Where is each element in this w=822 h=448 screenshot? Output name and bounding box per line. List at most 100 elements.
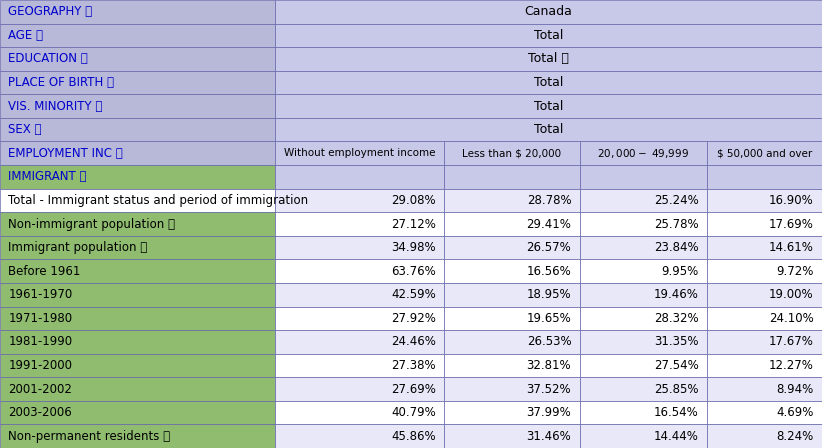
Bar xyxy=(0,306,275,330)
Bar xyxy=(580,401,707,424)
Text: 19.46%: 19.46% xyxy=(653,288,699,301)
Text: 31.46%: 31.46% xyxy=(527,430,571,443)
Text: 23.84%: 23.84% xyxy=(654,241,699,254)
Bar xyxy=(0,118,275,142)
Text: 25.85%: 25.85% xyxy=(654,383,699,396)
Bar xyxy=(580,236,707,259)
Text: 27.92%: 27.92% xyxy=(390,312,436,325)
Text: 8.94%: 8.94% xyxy=(777,383,814,396)
Text: Non-immigrant population ⓘ: Non-immigrant population ⓘ xyxy=(8,217,175,231)
Bar xyxy=(0,47,275,71)
Text: 19.65%: 19.65% xyxy=(527,312,571,325)
Text: VIS. MINORITY ⓘ: VIS. MINORITY ⓘ xyxy=(8,99,103,112)
Text: 12.27%: 12.27% xyxy=(769,359,814,372)
Text: 26.57%: 26.57% xyxy=(527,241,571,254)
Text: 45.86%: 45.86% xyxy=(391,430,436,443)
Bar xyxy=(275,24,822,47)
Bar xyxy=(580,165,707,189)
Bar xyxy=(707,306,822,330)
Bar xyxy=(580,377,707,401)
Bar xyxy=(275,47,822,71)
Bar xyxy=(0,353,275,377)
Bar xyxy=(580,424,707,448)
Text: 16.56%: 16.56% xyxy=(527,265,571,278)
Text: 9.95%: 9.95% xyxy=(662,265,699,278)
Text: SEX ⓘ: SEX ⓘ xyxy=(8,123,42,136)
Text: 14.44%: 14.44% xyxy=(653,430,699,443)
Bar xyxy=(444,401,580,424)
Text: GEOGRAPHY ⓘ: GEOGRAPHY ⓘ xyxy=(8,5,92,18)
Text: 2003-2006: 2003-2006 xyxy=(8,406,72,419)
Bar xyxy=(580,142,707,165)
Bar xyxy=(275,212,444,236)
Bar xyxy=(0,212,275,236)
Bar xyxy=(0,259,275,283)
Text: Immigrant population ⓘ: Immigrant population ⓘ xyxy=(8,241,147,254)
Text: 1961-1970: 1961-1970 xyxy=(8,288,72,301)
Bar xyxy=(0,24,275,47)
Text: 1971-1980: 1971-1980 xyxy=(8,312,72,325)
Text: Before 1961: Before 1961 xyxy=(8,265,81,278)
Text: 37.99%: 37.99% xyxy=(527,406,571,419)
Bar xyxy=(0,189,275,212)
Text: 1991-2000: 1991-2000 xyxy=(8,359,72,372)
Bar xyxy=(580,212,707,236)
Text: 42.59%: 42.59% xyxy=(391,288,436,301)
Text: 16.54%: 16.54% xyxy=(654,406,699,419)
Text: 31.35%: 31.35% xyxy=(654,336,699,349)
Text: 16.90%: 16.90% xyxy=(769,194,814,207)
Text: Total: Total xyxy=(534,123,563,136)
Bar xyxy=(707,212,822,236)
Text: EMPLOYMENT INC ⓘ: EMPLOYMENT INC ⓘ xyxy=(8,147,123,160)
Bar xyxy=(0,71,275,95)
Bar xyxy=(580,259,707,283)
Bar xyxy=(444,212,580,236)
Bar xyxy=(275,330,444,353)
Bar xyxy=(444,424,580,448)
Text: $ 20,000 - $ 49,999: $ 20,000 - $ 49,999 xyxy=(598,147,689,160)
Bar xyxy=(275,401,444,424)
Text: Total: Total xyxy=(534,76,563,89)
Bar xyxy=(0,142,275,165)
Bar xyxy=(275,424,444,448)
Bar xyxy=(580,283,707,306)
Text: 24.46%: 24.46% xyxy=(390,336,436,349)
Text: 29.41%: 29.41% xyxy=(526,217,571,231)
Bar xyxy=(707,401,822,424)
Bar xyxy=(444,330,580,353)
Text: 8.24%: 8.24% xyxy=(777,430,814,443)
Bar xyxy=(275,306,444,330)
Bar xyxy=(0,401,275,424)
Bar xyxy=(444,283,580,306)
Bar xyxy=(580,330,707,353)
Bar xyxy=(0,377,275,401)
Text: 63.76%: 63.76% xyxy=(391,265,436,278)
Bar xyxy=(707,189,822,212)
Bar xyxy=(275,259,444,283)
Text: 4.69%: 4.69% xyxy=(777,406,814,419)
Text: IMMIGRANT ⓘ: IMMIGRANT ⓘ xyxy=(8,170,86,183)
Text: 34.98%: 34.98% xyxy=(391,241,436,254)
Text: Total: Total xyxy=(534,29,563,42)
Bar xyxy=(580,306,707,330)
Text: 26.53%: 26.53% xyxy=(527,336,571,349)
Text: 17.67%: 17.67% xyxy=(769,336,814,349)
Bar xyxy=(444,353,580,377)
Text: 14.61%: 14.61% xyxy=(769,241,814,254)
Text: 27.54%: 27.54% xyxy=(654,359,699,372)
Text: 29.08%: 29.08% xyxy=(391,194,436,207)
Bar xyxy=(707,236,822,259)
Bar xyxy=(580,189,707,212)
Bar xyxy=(580,353,707,377)
Bar xyxy=(275,0,822,24)
Bar xyxy=(444,142,580,165)
Bar xyxy=(275,142,444,165)
Bar xyxy=(444,306,580,330)
Text: Non-permanent residents ⓘ: Non-permanent residents ⓘ xyxy=(8,430,170,443)
Text: Total ⓘ: Total ⓘ xyxy=(529,52,569,65)
Bar xyxy=(0,0,275,24)
Bar xyxy=(0,424,275,448)
Text: $ 50,000 and over: $ 50,000 and over xyxy=(717,148,812,158)
Text: 2001-2002: 2001-2002 xyxy=(8,383,72,396)
Text: 17.69%: 17.69% xyxy=(769,217,814,231)
